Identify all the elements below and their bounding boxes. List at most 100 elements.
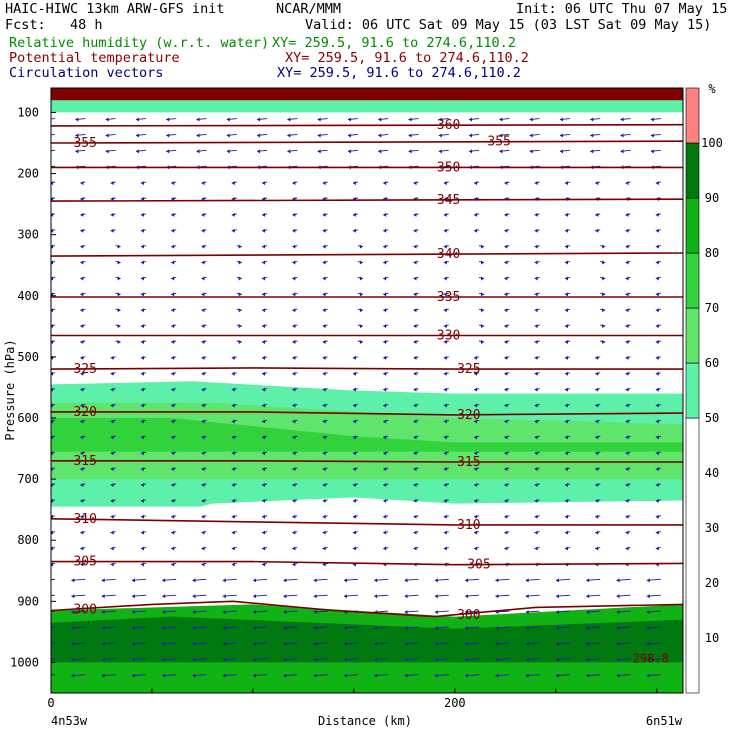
circulation-vector-head (140, 260, 144, 265)
circulation-vector-head (231, 387, 235, 392)
theta-isoline-305 (51, 560, 683, 566)
circulation-vector-head (564, 260, 568, 265)
circulation-vector-head (140, 244, 144, 249)
circulation-vector-head (322, 276, 326, 281)
circulation-vector-head (555, 657, 559, 662)
circulation-vector-head (474, 483, 478, 487)
circulation-vector-head (404, 578, 408, 583)
circulation-vector-head (262, 340, 266, 344)
circulation-vector-head (192, 610, 196, 615)
circulation-vector-head (443, 212, 447, 217)
circulation-vector-head (352, 514, 356, 519)
circulation-vector-head (292, 260, 296, 265)
circulation-vector-head (51, 451, 54, 456)
circulation-vector-head (110, 181, 114, 186)
circulation-vector-head (222, 673, 226, 678)
circulation-vector-head (443, 387, 447, 392)
circulation-vector-head (352, 228, 356, 233)
circulation-vector-head (166, 117, 170, 122)
circulation-vector-head (347, 133, 351, 138)
circulation-vector-head (383, 371, 387, 376)
circulation-vector-head (534, 419, 538, 424)
circulation-vector-head (595, 467, 599, 472)
circulation-vector-head (413, 292, 417, 297)
circulation-vector-head (80, 197, 84, 201)
colorbar-band (685, 307, 700, 364)
circulation-vector-head (313, 673, 317, 678)
circulation-vector-head (222, 578, 226, 583)
x-left-end-label: 4n53w (51, 714, 88, 728)
theta-label-355: 355 (487, 135, 510, 150)
circulation-vector-head (262, 260, 266, 265)
circulation-vector-head (313, 578, 317, 583)
circulation-vector-head (343, 657, 347, 662)
circulation-vector-head (287, 117, 291, 122)
circulation-vector-head (292, 419, 296, 424)
circulation-vector-head (646, 578, 650, 583)
circulation-vector-head (443, 276, 447, 281)
circulation-vector-head (201, 308, 205, 313)
circulation-vector-head (231, 403, 235, 408)
y-tick-label: 100 (17, 105, 39, 119)
circulation-vector-head (352, 451, 356, 456)
circulation-vector-head (504, 419, 508, 424)
circulation-vector-head (595, 546, 599, 551)
circulation-vector-head (564, 181, 568, 186)
circulation-vector-head (110, 387, 114, 392)
field-theta-label: Potential temperature (9, 50, 180, 66)
circulation-vector-head (196, 117, 200, 122)
circulation-vector-head (474, 228, 478, 233)
circulation-vector-head (564, 355, 568, 360)
circulation-vector-head (192, 578, 196, 583)
circulation-vector-head (443, 419, 447, 424)
circulation-vector-head (238, 260, 242, 265)
circulation-vector-head (41, 674, 44, 678)
circulation-vector-head (525, 626, 529, 630)
circulation-vector-head (171, 403, 175, 408)
circulation-vector-head (71, 641, 75, 646)
circulation-vector-head (434, 641, 438, 646)
circulation-vector-head (231, 498, 235, 503)
circulation-vector-head (655, 530, 659, 535)
circulation-vector-head (80, 308, 84, 313)
field-vectors-label: Circulation vectors (9, 65, 164, 81)
circulation-vector-head (383, 467, 387, 472)
circulation-vector-head (504, 546, 508, 551)
circulation-vector-head (287, 149, 291, 154)
circulation-vector-head (443, 181, 447, 186)
circulation-vector-head (117, 244, 121, 249)
circulation-vector-head (413, 498, 417, 503)
circulation-vector-head (438, 117, 442, 122)
circulation-vector-head (434, 626, 438, 630)
circulation-vector-head (110, 546, 114, 551)
circulation-vector-head (625, 276, 629, 281)
field-rh-xy: XY= 259.5, 91.6 to 274.6,110.2 (272, 35, 516, 51)
circulation-vector-head (408, 133, 412, 138)
circulation-vector-head (383, 228, 387, 233)
circulation-vector-head (625, 292, 629, 297)
circulation-vector-head (655, 498, 659, 503)
circulation-vector-head (481, 308, 485, 313)
circulation-vector-head (525, 657, 529, 662)
colorbar-unit-label: % (708, 82, 716, 96)
y-tick-label: 800 (17, 533, 39, 547)
colorbar-band (685, 252, 700, 309)
circulation-vector-head (80, 292, 84, 297)
circulation-vector-head (171, 387, 175, 392)
y-tick-label: 600 (17, 411, 39, 425)
circulation-vector-head (413, 308, 417, 313)
circulation-vector-head (625, 228, 629, 233)
rh-dry-pocket (162, 497, 683, 590)
circulation-vector-head (105, 133, 109, 138)
circulation-vector-head (564, 212, 568, 217)
circulation-vector-head (192, 594, 196, 599)
circulation-vector-head (359, 292, 363, 297)
circulation-vector-head (474, 355, 478, 360)
circulation-vector-head (201, 276, 205, 281)
circulation-vector-head (534, 546, 538, 551)
circulation-vector-head (408, 149, 412, 154)
circulation-vector-head (140, 451, 144, 456)
circulation-vector-head (443, 530, 447, 535)
theta-isoline-315 (51, 459, 683, 463)
circulation-vector-head (383, 498, 387, 503)
